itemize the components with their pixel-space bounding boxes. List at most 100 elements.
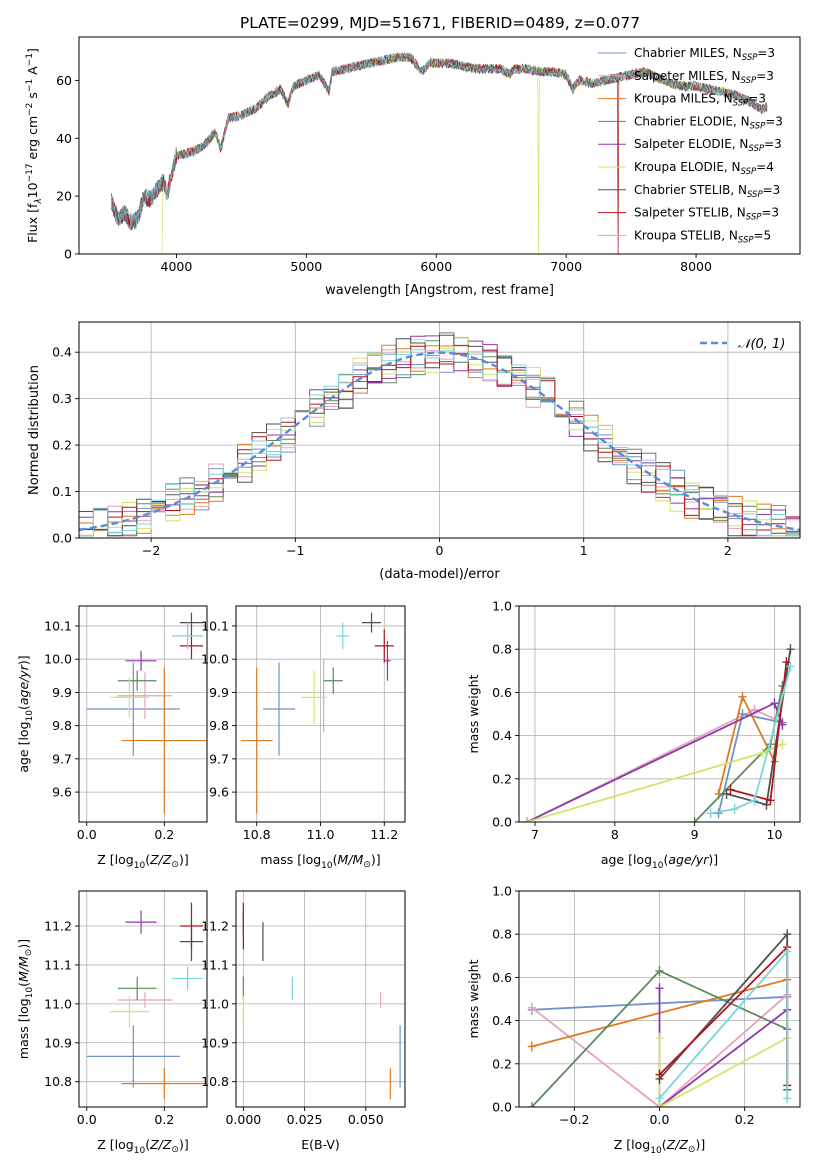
y-tick-label: 9.6 (52, 785, 72, 800)
axes-frame (78, 890, 208, 1108)
mass-vs-EBV-panel: 0.000 0.025 0.050 10.8 10.9 11.0 11.1 11.2 E(B-V… (201, 890, 406, 1152)
y-tick-label: 0.6 (492, 685, 512, 700)
y-tick-label: 0.4 (52, 345, 72, 360)
y-tick-label: 1.0 (492, 599, 512, 614)
y-tick-label: 60 (56, 73, 72, 88)
y-tick-label: 11.0 (44, 996, 72, 1011)
legend-entry: Chabrier ELODIE, NSSP=3 (634, 114, 783, 131)
x-tick-label: 6000 (420, 259, 452, 274)
x-tick-label: 2 (724, 543, 732, 558)
weight-line (710, 666, 792, 815)
legend-entry: Chabrier STELIB, NSSP=3 (634, 183, 780, 200)
weight-line (726, 649, 792, 806)
weight-series-salpeter-stelib (655, 942, 792, 1091)
errorbar-chabrier-elodie (117, 976, 157, 1000)
y-tick-label: 9.8 (52, 718, 72, 733)
errorbar-chabrier-miles (86, 662, 180, 756)
x-tick-label: 0.000 (225, 1112, 261, 1127)
x-tick-label: 11.0 (307, 827, 335, 842)
x-tick-label: 0.050 (348, 1112, 384, 1127)
x-tick-label: 10 (767, 827, 783, 842)
x-tick-label: −2 (142, 543, 160, 558)
errorbar-chabrier-stelib (361, 612, 382, 633)
weight-series-salpeter-elodie (522, 698, 787, 822)
x-tick-label: 5000 (290, 259, 322, 274)
errorbar-chabrier-miles (86, 1025, 180, 1088)
weight-line (658, 945, 789, 1086)
errorbar-kroupa-miles (240, 667, 273, 814)
errorbar-kroupa-stelib (336, 622, 350, 650)
errorbar-salpeter-stelib (374, 629, 394, 663)
histogram-kroupa-elodie (79, 336, 800, 537)
errorbar-group (242, 902, 401, 1100)
weight-series-salpeter-stelib (726, 657, 791, 806)
y-axis-label: Flux [fλ10−17 erg cm−2 s−1 A−1] (25, 48, 44, 243)
errorbar-salpeter-elodie (125, 910, 157, 934)
weight-line (526, 743, 783, 822)
y-tick-label: 0.4 (492, 1013, 512, 1028)
errorbar-salpeter-stelib (179, 902, 204, 950)
x-tick-label: 0 (436, 543, 444, 558)
normal-curve (79, 351, 800, 532)
y-tick-label: 10.0 (44, 652, 72, 667)
errorbar-salpeter-elodie (384, 640, 391, 681)
y-tick-label: 9.9 (52, 685, 72, 700)
spectrum-series-group (111, 51, 768, 254)
y-tick-label: 0.4 (492, 728, 512, 743)
axes-frame (78, 605, 208, 823)
y-tick-label: 0.6 (492, 970, 512, 985)
errorbar-kroupa-stelib (172, 622, 204, 650)
y-tick-label: 10.1 (44, 618, 72, 633)
x-axis-label: Z [log10(Z/Z⊙)] (614, 1137, 705, 1156)
errorbar-kroupa-miles (121, 667, 207, 814)
y-tick-label: 0.2 (492, 771, 512, 786)
legend-entry: Kroupa MILES, NSSP=3 (634, 92, 766, 109)
x-tick-label: 0.0 (77, 827, 97, 842)
weight-line (658, 1037, 788, 1107)
y-axis-label: age [log10(age/yr)] (16, 655, 35, 772)
x-tick-label: 9 (691, 827, 699, 842)
errorbar-kroupa-elodie (110, 996, 149, 1028)
legend-entry: 𝒩(0, 1) (738, 337, 785, 352)
weight-series-kroupa-stelib (706, 661, 795, 819)
errorbar-group (240, 612, 394, 814)
weight-lines-group (527, 929, 792, 1107)
x-axis-label: (data-model)/error (379, 567, 500, 582)
y-tick-label: 10.9 (201, 1035, 229, 1050)
errorbar-chabrier-stelib (179, 612, 204, 633)
x-tick-label: −0.2 (559, 1112, 589, 1127)
y-axis-label: Normed distribution (27, 365, 42, 495)
x-axis-label: age [log10(age/yr)] (601, 852, 718, 871)
legend-entry: Salpeter ELODIE, NSSP=3 (634, 137, 782, 154)
spectrum-panel: 4000 5000 6000 7000 8000 0 20 40 60 wavelength [A… (25, 36, 801, 298)
y-tick-label: 10.8 (201, 1074, 229, 1089)
histogram-kroupa-stelib (79, 349, 800, 537)
y-tick-label: 11.1 (201, 957, 229, 972)
legend-entry: Kroupa STELIB, NSSP=5 (634, 228, 771, 245)
y-tick-label: 0.0 (492, 815, 512, 830)
x-axis-label: Z [log10(Z/Z⊙)] (97, 1137, 188, 1156)
y-tick-label: 0.8 (492, 642, 512, 657)
y-tick-label: 20 (56, 189, 72, 204)
y-tick-label: 11.1 (44, 957, 72, 972)
y-tick-label: 9.9 (209, 685, 229, 700)
y-tick-label: 10.1 (201, 618, 229, 633)
weight-series-kroupa-elodie (522, 739, 787, 822)
age-vs-Z-panel: 0.0 0.2 9.6 9.7 9.8 9.9 10.0 10.1 Z [log10(Z/Z⊙)… (16, 605, 208, 871)
x-tick-label: 10.8 (243, 827, 271, 842)
x-tick-label: 4000 (161, 259, 193, 274)
x-tick-label: 0.0 (77, 1112, 97, 1127)
errorbar-group (86, 902, 207, 1100)
errorbar-chabrier-elodie (117, 670, 157, 691)
y-tick-label: 40 (56, 131, 72, 146)
x-tick-label: 8 (611, 827, 619, 842)
y-axis-label: mass weight (466, 959, 481, 1038)
y-tick-label: 9.8 (209, 718, 229, 733)
y-axis-label: mass weight (466, 674, 481, 753)
legend-entry: Kroupa ELODIE, NSSP=4 (634, 160, 774, 177)
y-tick-label: 11.0 (201, 996, 229, 1011)
x-tick-label: 7000 (550, 259, 582, 274)
y-tick-label: 11.2 (201, 919, 229, 934)
y-axis-label: mass [log10(M/M⊙)] (16, 939, 35, 1059)
